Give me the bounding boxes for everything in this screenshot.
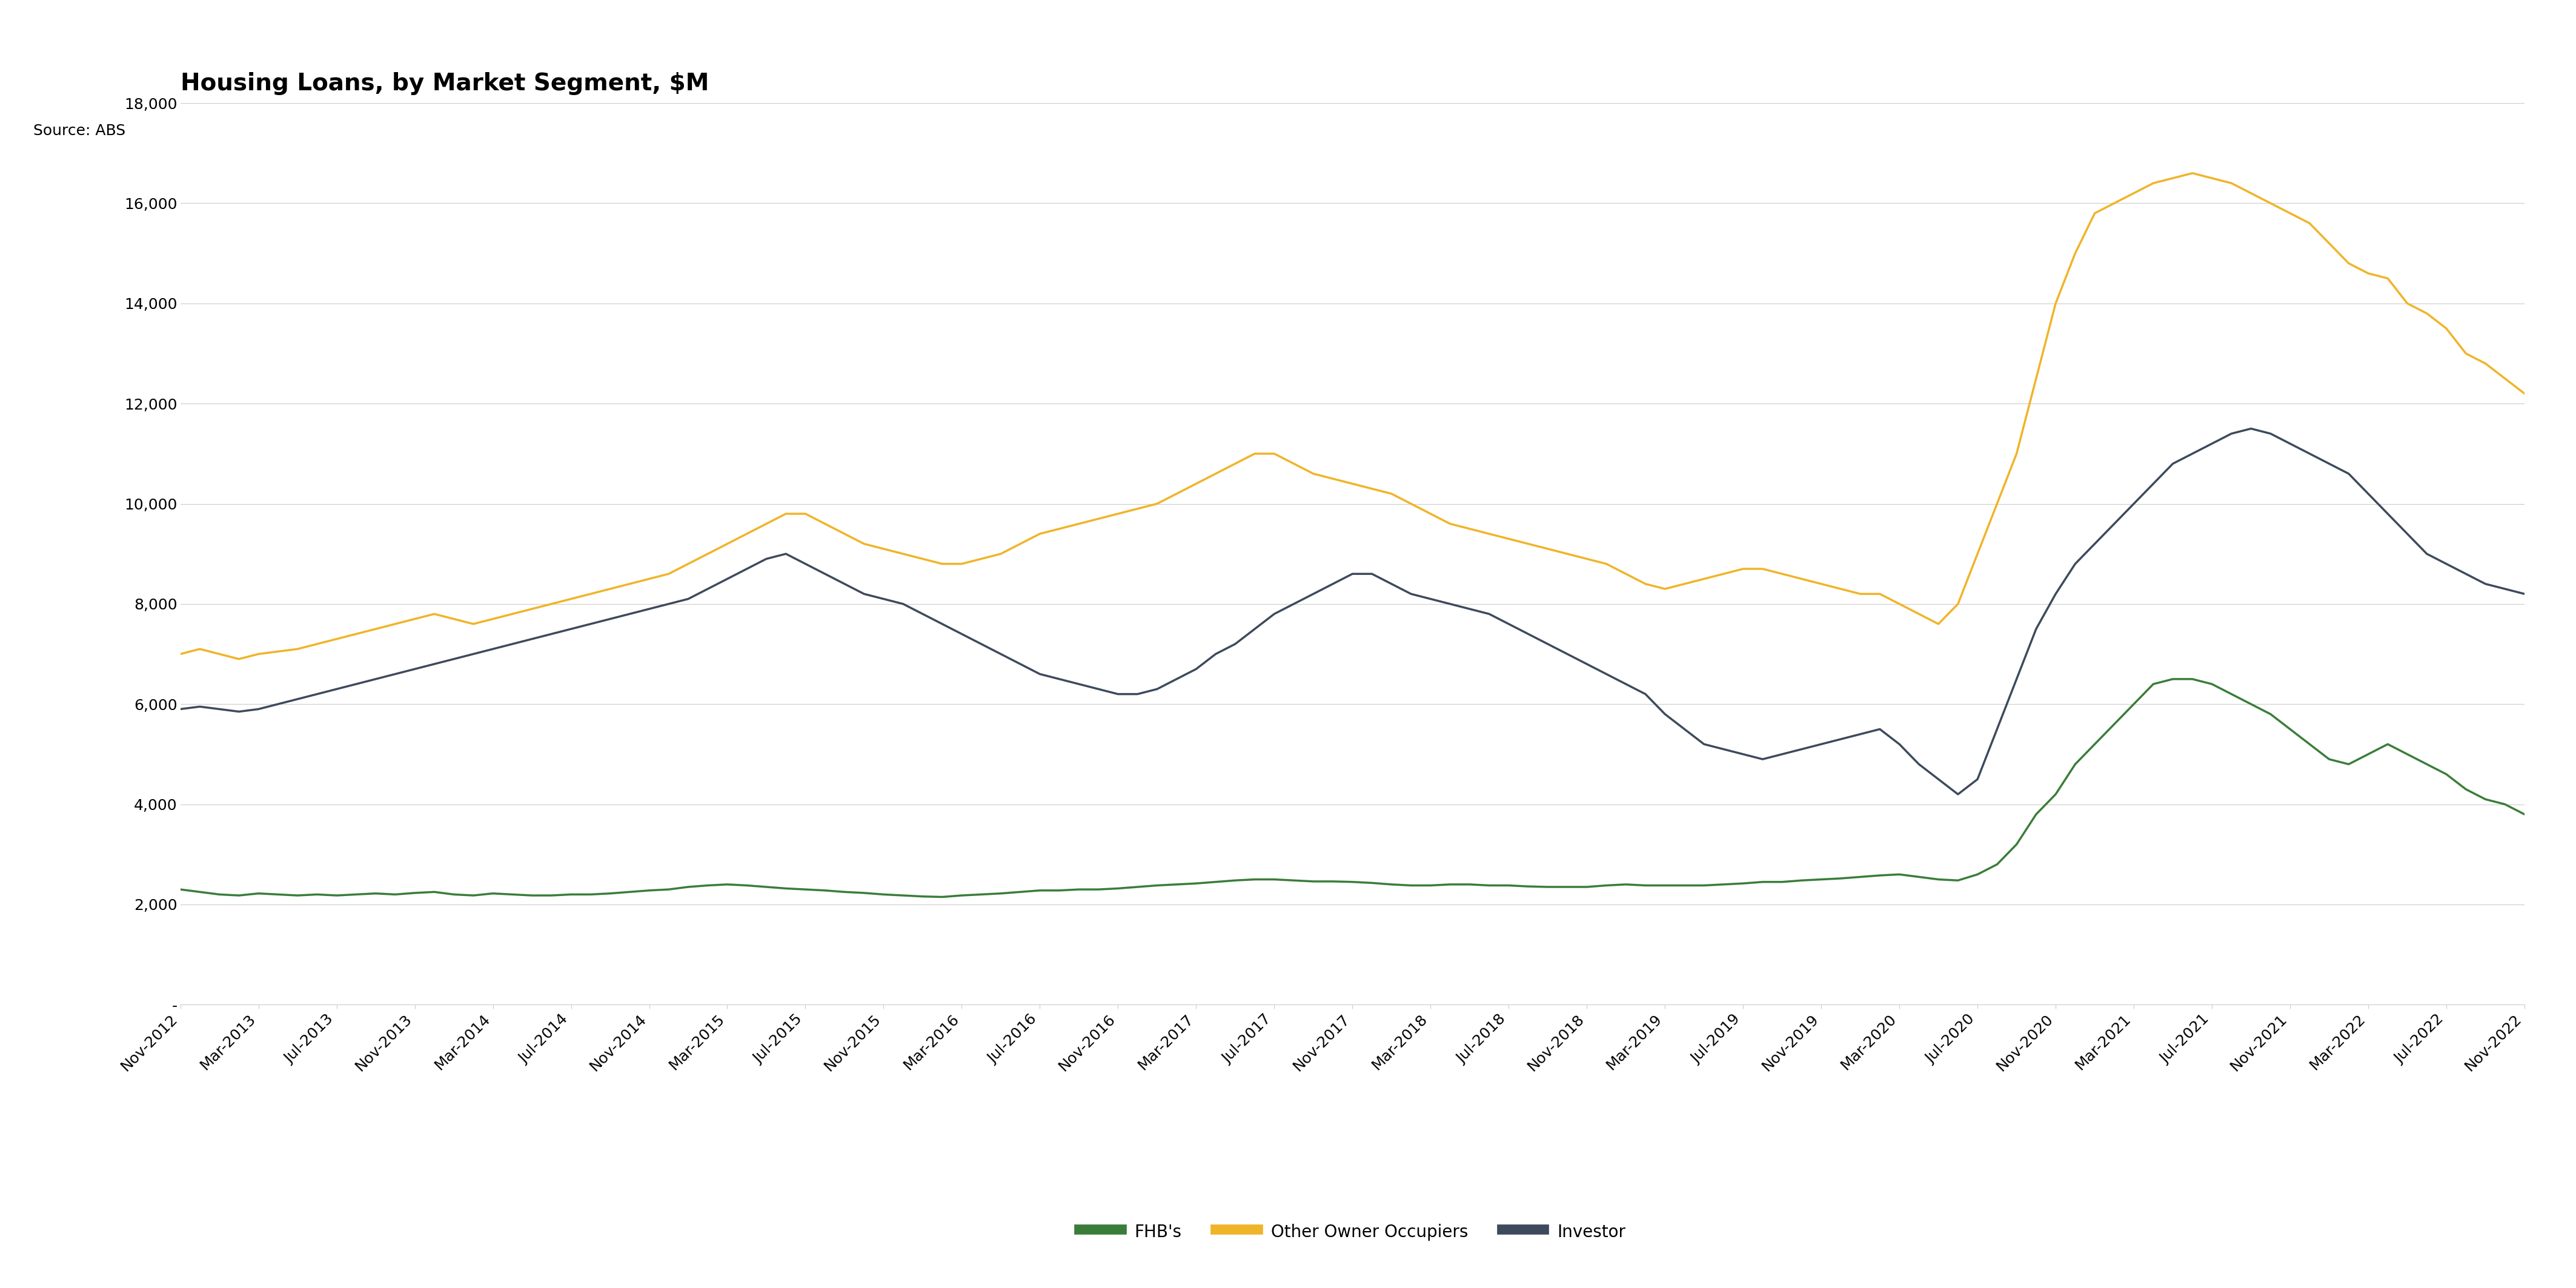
FHB's (2393, 747, 2424, 762)
Investor (1747, 751, 1777, 766)
Other Owner Occupiers (420, 607, 451, 622)
FHB's (1767, 875, 1798, 890)
Other Owner Occupiers (2509, 386, 2540, 402)
FHB's (165, 882, 196, 898)
Investor (399, 661, 430, 676)
FHB's (2159, 671, 2190, 687)
Investor (165, 702, 196, 717)
FHB's (711, 877, 742, 893)
Investor (1942, 787, 1973, 802)
Investor (2393, 526, 2424, 541)
FHB's (1649, 877, 1680, 893)
Other Owner Occupiers (2177, 165, 2208, 180)
Line: FHB's: FHB's (180, 679, 2524, 896)
Investor (1162, 671, 1193, 687)
Other Owner Occupiers (224, 652, 255, 667)
Legend: FHB's, Other Owner Occupiers, Investor: FHB's, Other Owner Occupiers, Investor (1072, 1215, 1633, 1248)
Investor (2509, 586, 2540, 601)
FHB's (927, 889, 958, 904)
Investor (2236, 421, 2267, 437)
Other Owner Occupiers (1767, 567, 1798, 582)
Text: Source: ABS: Source: ABS (33, 124, 126, 138)
Other Owner Occupiers (1180, 477, 1211, 492)
Text: Housing Loans, by Market Segment, $M: Housing Loans, by Market Segment, $M (180, 72, 708, 95)
Line: Investor: Investor (180, 429, 2524, 795)
Other Owner Occupiers (2393, 296, 2424, 312)
FHB's (1180, 876, 1211, 891)
Other Owner Occupiers (1649, 581, 1680, 596)
FHB's (2509, 806, 2540, 822)
FHB's (399, 885, 430, 900)
Line: Other Owner Occupiers: Other Owner Occupiers (180, 173, 2524, 659)
Investor (711, 571, 742, 586)
Other Owner Occupiers (165, 647, 196, 662)
Other Owner Occupiers (732, 526, 762, 541)
Investor (1631, 687, 1662, 702)
